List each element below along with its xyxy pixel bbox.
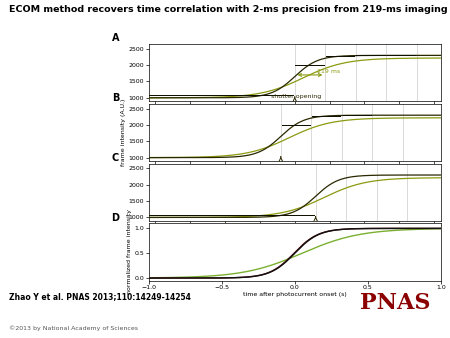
Text: B: B xyxy=(112,93,119,103)
Y-axis label: frame intensity (A.U.): frame intensity (A.U.) xyxy=(121,99,126,166)
Text: C: C xyxy=(112,153,119,163)
Text: 219 ms: 219 ms xyxy=(317,69,340,74)
Y-axis label: normalized frame intensity: normalized frame intensity xyxy=(127,210,132,294)
Text: ©2013 by National Academy of Sciences: ©2013 by National Academy of Sciences xyxy=(9,325,138,331)
Text: A: A xyxy=(112,33,119,43)
Text: D: D xyxy=(111,213,119,223)
Text: PNAS: PNAS xyxy=(360,292,431,314)
Text: shutter opening: shutter opening xyxy=(271,94,322,99)
Text: ECOM method recovers time correlation with 2-ms precision from 219-ms imaging fr: ECOM method recovers time correlation wi… xyxy=(9,5,450,14)
Text: Zhao Y et al. PNAS 2013;110:14249-14254: Zhao Y et al. PNAS 2013;110:14249-14254 xyxy=(9,292,191,301)
X-axis label: time after photocurrent onset (s): time after photocurrent onset (s) xyxy=(243,292,346,297)
